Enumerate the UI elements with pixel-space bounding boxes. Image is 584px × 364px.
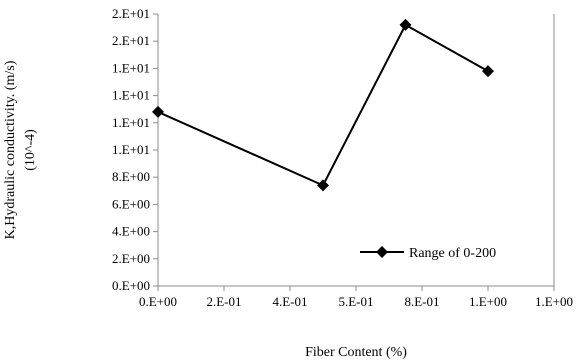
y-axis-title-line1: K,Hydraulic conductivity. (m/s) bbox=[3, 60, 18, 239]
y-tick-label: 4.E+00 bbox=[112, 224, 150, 239]
y-tick-label: 0.E+00 bbox=[112, 278, 150, 293]
y-tick-label: 2.E+01 bbox=[112, 6, 150, 21]
x-ticks: 0.E+00 2.E-01 4.E-01 5.E-01 8.E-01 1.E+00 1.E+… bbox=[139, 286, 573, 309]
y-axis-title-line2: (10^-4) bbox=[23, 129, 38, 171]
y-tick-label: 1.E+01 bbox=[112, 88, 150, 103]
data-point bbox=[399, 18, 412, 31]
legend: Range of 0-200 bbox=[360, 246, 496, 261]
data-point bbox=[152, 105, 164, 118]
data-point bbox=[482, 65, 494, 78]
y-tick-label: 6.E+00 bbox=[112, 196, 150, 211]
y-tick-label: 1.E+01 bbox=[112, 115, 150, 130]
y-tick-label: 1.E+01 bbox=[112, 60, 150, 75]
y-tick-label: 8.E+00 bbox=[112, 169, 150, 184]
legend-label: Range of 0-200 bbox=[409, 246, 496, 261]
x-tick-label: 5.E-01 bbox=[338, 294, 373, 309]
y-ticks: 0.E+00 2.E+00 4.E+00 6.E+00 8.E+00 1.E+01 1.E+… bbox=[112, 6, 158, 293]
x-tick-label: 4.E-01 bbox=[272, 294, 307, 309]
x-tick-label: 1.E+00 bbox=[469, 294, 507, 309]
x-tick-label: 2.E-01 bbox=[206, 294, 241, 309]
legend-marker bbox=[376, 246, 388, 258]
y-tick-label: 2.E+01 bbox=[112, 33, 150, 48]
x-tick-label: 0.E+00 bbox=[139, 294, 177, 309]
x-tick-label: 1.E+00 bbox=[535, 294, 573, 309]
y-tick-label: 1.E+01 bbox=[112, 142, 150, 157]
x-tick-label: 8.E-01 bbox=[404, 294, 439, 309]
y-tick-label: 2.E+00 bbox=[112, 251, 150, 266]
x-axis-title: Fiber Content (%) bbox=[305, 345, 407, 360]
data-point bbox=[317, 179, 329, 192]
series-line bbox=[157, 23, 489, 187]
series-layer bbox=[152, 18, 494, 192]
